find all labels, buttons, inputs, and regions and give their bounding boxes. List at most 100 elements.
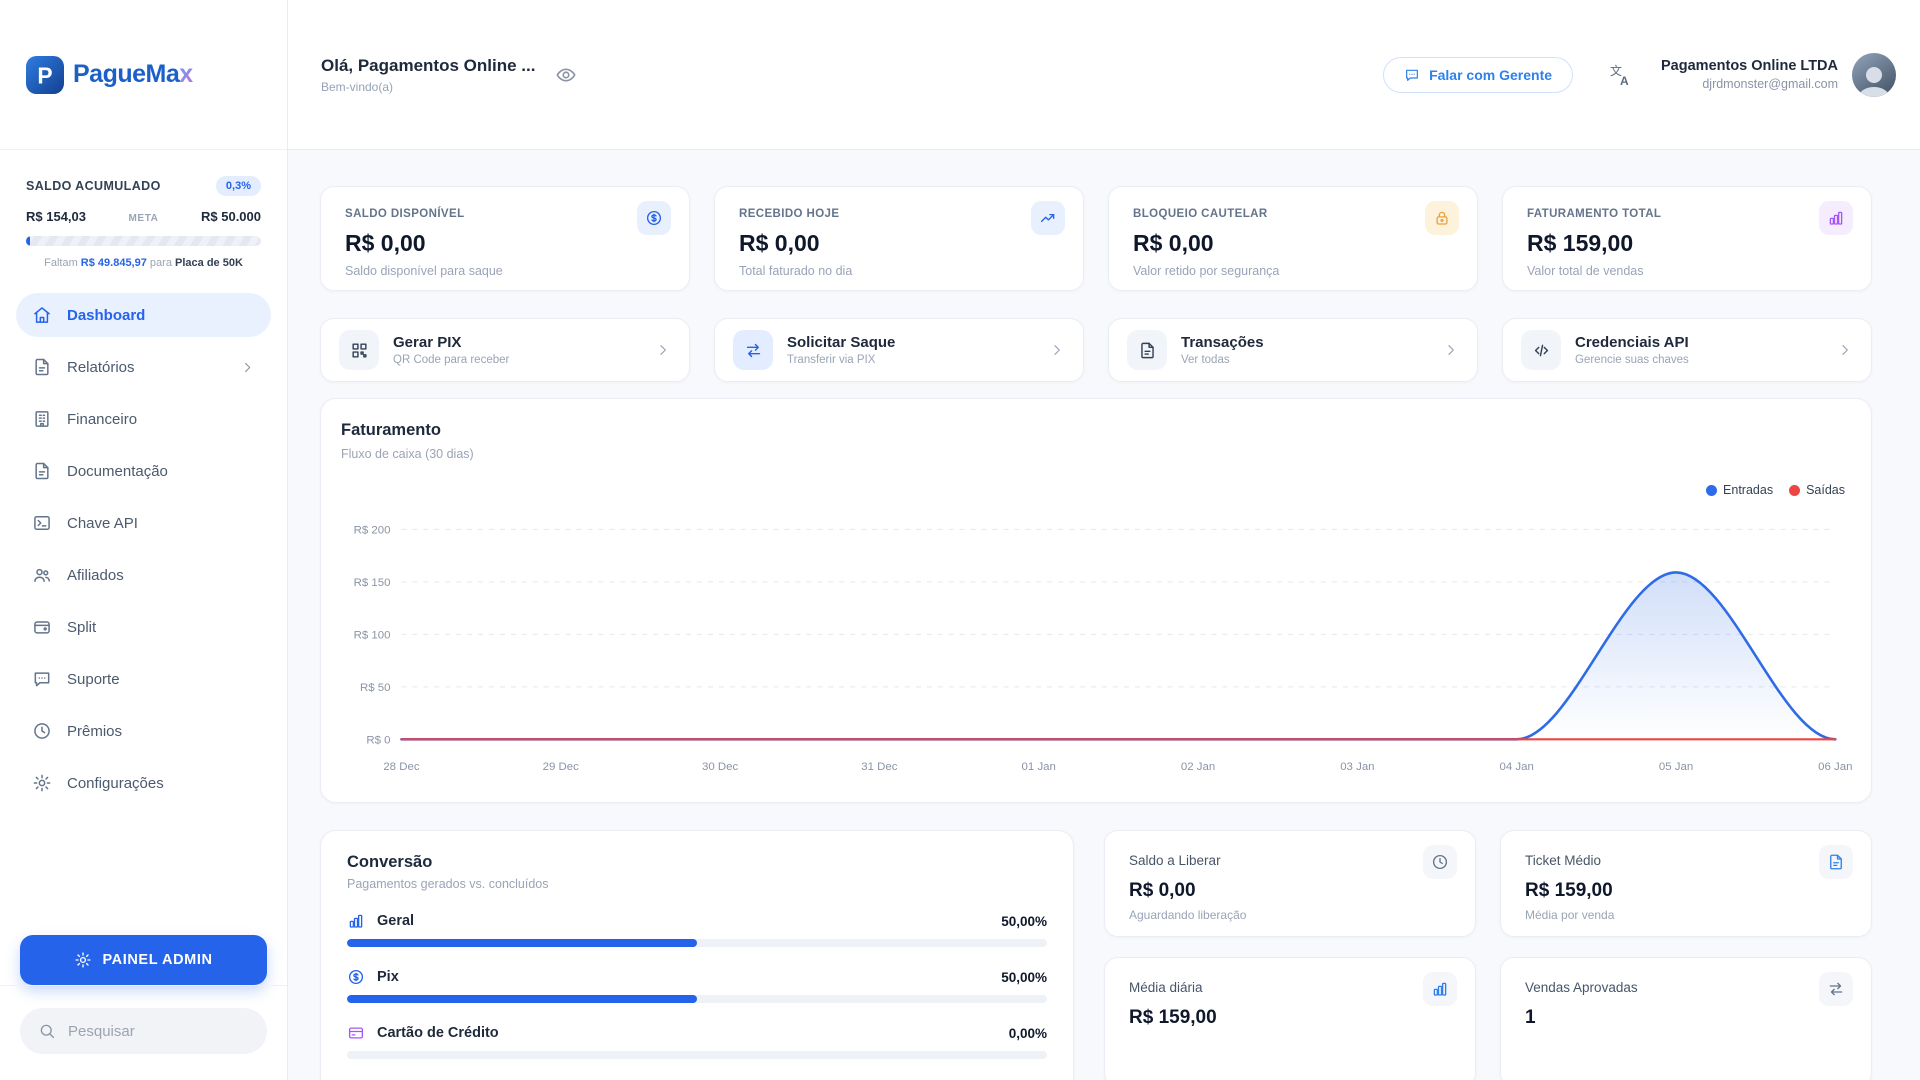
bar-chart-icon xyxy=(1819,201,1853,235)
chevron-right-icon xyxy=(655,342,671,358)
svg-text:R$ 100: R$ 100 xyxy=(354,629,391,641)
svg-text:02 Jan: 02 Jan xyxy=(1181,761,1215,773)
mini-cards-grid: Saldo a Liberar R$ 0,00 Aguardando liber… xyxy=(1104,830,1872,1080)
chevron-right-icon xyxy=(1049,342,1065,358)
saldo-acumulado-label: SALDO ACUMULADO xyxy=(26,179,161,193)
welcome-subtitle: Bem-vindo(a) xyxy=(321,79,394,94)
dashboard-content: SALDO DISPONÍVEL R$ 0,00 Saldo disponíve… xyxy=(288,150,1920,1080)
admin-panel-button[interactable]: PAINEL ADMIN xyxy=(20,935,267,985)
conversion-row-pix: Pix 50,00% xyxy=(347,968,1047,1003)
stat-card-bloqueio-cautelar: BLOQUEIO CAUTELAR R$ 0,00 Valor retido p… xyxy=(1108,186,1478,291)
svg-text:文: 文 xyxy=(1610,63,1622,78)
svg-text:R$ 150: R$ 150 xyxy=(354,577,391,589)
saldo-remaining-text: Faltam R$ 49.845,97 para Placa de 50K xyxy=(44,257,243,269)
saldo-progress-fill xyxy=(26,236,30,246)
chevron-right-icon xyxy=(1443,342,1459,358)
sidebar-search xyxy=(0,985,287,1080)
brand-logo: P PagueMax xyxy=(0,0,287,150)
sidebar-item-configuracoes[interactable]: Configurações xyxy=(16,761,271,805)
svg-text:05 Jan: 05 Jan xyxy=(1659,761,1693,773)
user-name: Pagamentos Online LTDA xyxy=(1661,58,1838,74)
chart-legend: Entradas Saídas xyxy=(1706,483,1845,497)
svg-text:31 Dec: 31 Dec xyxy=(861,761,898,773)
legend-saidas: Saídas xyxy=(1789,483,1845,497)
toggle-balance-visibility-eye-icon[interactable] xyxy=(555,64,577,86)
wallet-icon xyxy=(32,617,52,637)
conversion-subtitle: Pagamentos gerados vs. concluídos xyxy=(347,877,549,891)
credit-card-icon xyxy=(347,1024,365,1042)
svg-text:30 Dec: 30 Dec xyxy=(702,761,739,773)
bottom-row: Conversão Pagamentos gerados vs. concluí… xyxy=(320,830,1872,1080)
sidebar-item-documentacao[interactable]: Documentação xyxy=(16,449,271,493)
file-icon xyxy=(1819,845,1853,879)
svg-text:R$ 200: R$ 200 xyxy=(354,524,391,536)
clock-icon xyxy=(1423,845,1457,879)
sidebar-item-financeiro[interactable]: Financeiro xyxy=(16,397,271,441)
sidebar-nav: Dashboard Relatórios Financeiro Document… xyxy=(0,269,287,935)
sidebar-item-premios[interactable]: Prêmios xyxy=(16,709,271,753)
action-transacoes[interactable]: Transações Ver todas xyxy=(1108,318,1478,382)
brand-name: PagueMax xyxy=(73,60,193,88)
svg-text:04 Jan: 04 Jan xyxy=(1500,761,1534,773)
stat-card-recebido-hoje: RECEBIDO HOJE R$ 0,00 Total faturado no … xyxy=(714,186,1084,291)
stat-card-faturamento-total: FATURAMENTO TOTAL R$ 159,00 Valor total … xyxy=(1502,186,1872,291)
conversion-row-cartao: Cartão de Crédito 0,00% xyxy=(347,1024,1047,1059)
dollar-circle-icon xyxy=(347,968,365,986)
action-solicitar-saque[interactable]: Solicitar Saque Transferir via PIX xyxy=(714,318,1084,382)
svg-text:06 Jan: 06 Jan xyxy=(1818,761,1852,773)
greeting-title: Olá, Pagamentos Online ... xyxy=(321,55,536,75)
gear-icon xyxy=(32,773,52,793)
sidebar-item-afiliados[interactable]: Afiliados xyxy=(16,553,271,597)
transfer-icon xyxy=(733,330,773,370)
user-email: djrdmonster@gmail.com xyxy=(1702,77,1838,91)
dollar-circle-icon xyxy=(637,201,671,235)
document-icon xyxy=(1127,330,1167,370)
svg-text:R$ 50: R$ 50 xyxy=(360,682,391,694)
bar-chart-icon xyxy=(1423,972,1457,1006)
stats-row: SALDO DISPONÍVEL R$ 0,00 Saldo disponíve… xyxy=(320,186,1872,291)
sidebar-item-suporte[interactable]: Suporte xyxy=(16,657,271,701)
saldo-current-value: R$ 154,03 xyxy=(26,209,86,224)
action-credenciais-api[interactable]: Credenciais API Gerencie suas chaves xyxy=(1502,318,1872,382)
transfer-icon xyxy=(1819,972,1853,1006)
qr-code-icon xyxy=(339,330,379,370)
mini-card-media-diaria: Média diária R$ 159,00 xyxy=(1104,957,1476,1080)
search-input[interactable] xyxy=(68,1022,249,1040)
svg-text:R$ 0: R$ 0 xyxy=(366,734,390,746)
user-info: Pagamentos Online LTDA djrdmonster@gmail… xyxy=(1661,58,1838,91)
sidebar-item-split[interactable]: Split xyxy=(16,605,271,649)
saldo-progress-bar xyxy=(26,236,261,246)
action-gerar-pix[interactable]: Gerar PIX QR Code para receber xyxy=(320,318,690,382)
lock-icon xyxy=(1425,201,1459,235)
chart-subtitle: Fluxo de caixa (30 dias) xyxy=(341,447,474,461)
meta-value: R$ 50.000 xyxy=(201,209,261,224)
chat-bubble-icon xyxy=(1404,67,1420,83)
talk-to-manager-button[interactable]: Falar com Gerente xyxy=(1383,56,1574,93)
mini-card-saldo-a-liberar: Saldo a Liberar R$ 0,00 Aguardando liber… xyxy=(1104,830,1476,937)
faturamento-chart-card: Faturamento Fluxo de caixa (30 dias) Ent… xyxy=(320,398,1872,803)
quick-actions-row: Gerar PIX QR Code para receber Solicitar… xyxy=(320,318,1872,382)
users-icon xyxy=(32,565,52,585)
conversion-row-geral: Geral 50,00% xyxy=(347,912,1047,947)
conversion-card: Conversão Pagamentos gerados vs. concluí… xyxy=(320,830,1074,1080)
trending-up-icon xyxy=(1031,201,1065,235)
avatar[interactable] xyxy=(1852,52,1896,97)
sidebar-item-relatorios[interactable]: Relatórios xyxy=(16,345,271,389)
chevron-right-icon xyxy=(1837,342,1853,358)
topbar: Olá, Pagamentos Online ... Bem-vindo(a) … xyxy=(288,0,1920,150)
chat-icon xyxy=(32,669,52,689)
sidebar-item-dashboard[interactable]: Dashboard xyxy=(16,293,271,337)
brand-logo-icon: P xyxy=(26,55,64,94)
document-icon xyxy=(32,461,52,481)
code-icon xyxy=(1521,330,1561,370)
mini-card-vendas-aprovadas: Vendas Aprovadas 1 xyxy=(1500,957,1872,1080)
main-area: Olá, Pagamentos Online ... Bem-vindo(a) … xyxy=(288,0,1920,1080)
conversion-title: Conversão xyxy=(347,853,433,871)
svg-text:29 Dec: 29 Dec xyxy=(543,761,580,773)
svg-text:01 Jan: 01 Jan xyxy=(1022,761,1056,773)
svg-text:28 Dec: 28 Dec xyxy=(383,761,420,773)
sidebar-item-chave-api[interactable]: Chave API xyxy=(16,501,271,545)
meta-label: META xyxy=(128,213,159,224)
